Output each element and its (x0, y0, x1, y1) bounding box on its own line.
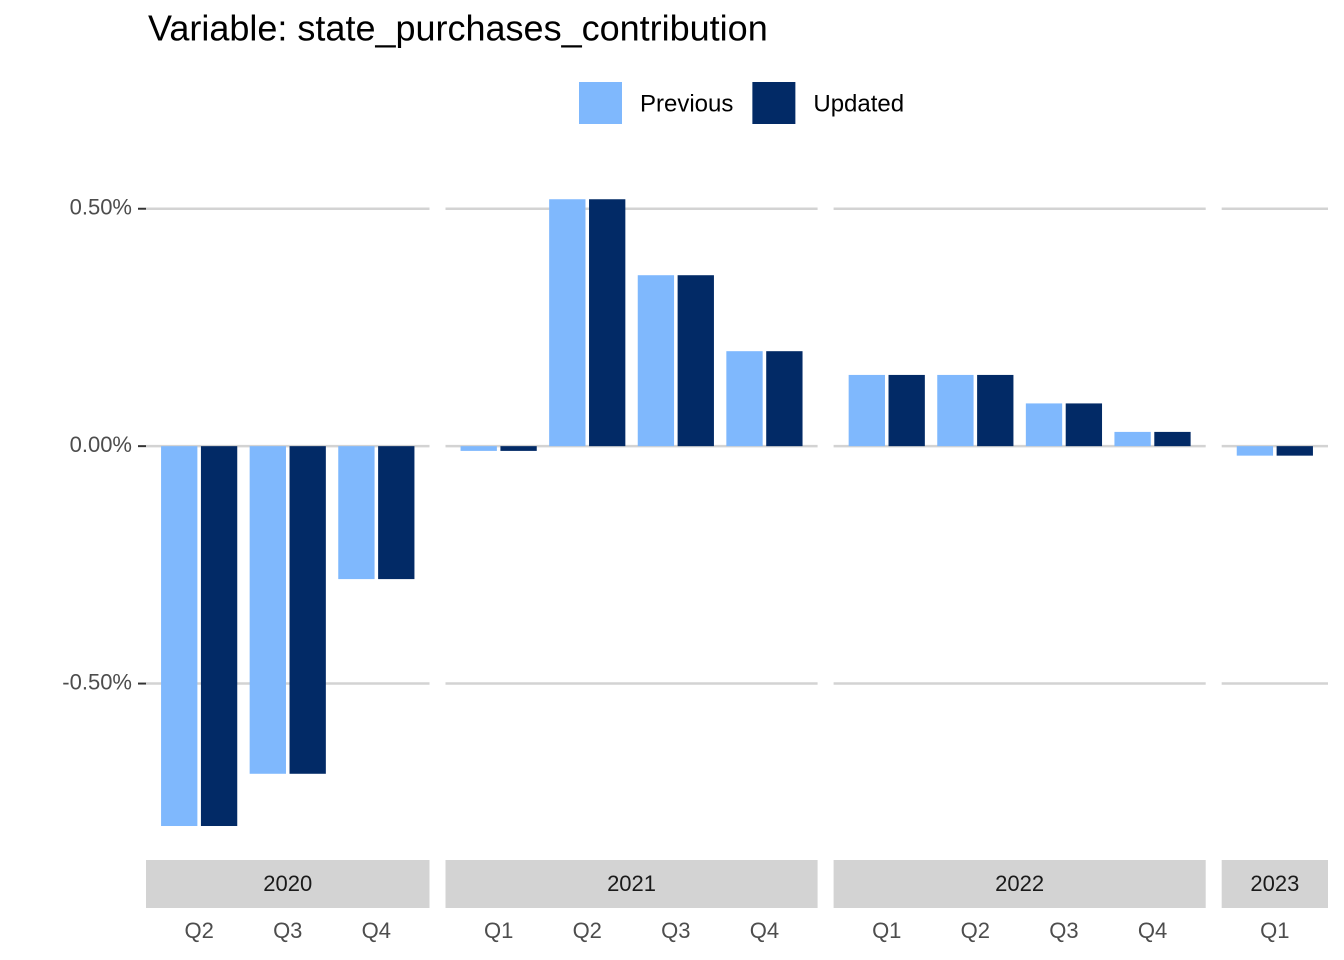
x-tick-label: Q4 (362, 918, 391, 943)
facet-strip (833, 860, 1206, 908)
bar (200, 446, 238, 827)
bar (977, 374, 1014, 447)
x-tick-label: Q1 (1260, 918, 1289, 943)
y-tick-label: 0.50% (70, 195, 132, 220)
x-tick-label: Q4 (1138, 918, 1167, 943)
legend-swatch (752, 82, 796, 124)
facet-strip (1221, 860, 1328, 908)
bar (1065, 403, 1103, 447)
bar (848, 374, 885, 447)
x-tick-label: Q3 (273, 918, 302, 943)
facet-label: 2022 (995, 871, 1044, 896)
bar (937, 374, 974, 447)
x-tick-label: Q2 (184, 918, 213, 943)
facet-label: 2021 (607, 871, 656, 896)
bar (766, 351, 803, 447)
facet-label: 2023 (1250, 871, 1299, 896)
facet-label: 2020 (263, 871, 312, 896)
legend-label: Updated (813, 90, 904, 117)
y-tick-label: -0.50% (62, 669, 132, 694)
bar (1236, 446, 1274, 456)
bar (460, 446, 497, 451)
x-tick-label: Q1 (872, 918, 901, 943)
x-tick-label: Q4 (750, 918, 779, 943)
bar (338, 446, 375, 580)
facet-strip (146, 860, 430, 908)
bar (589, 199, 626, 447)
chart-title: Variable: state_purchases_contribution (148, 8, 768, 49)
x-tick-label: Q1 (484, 918, 513, 943)
bar (549, 199, 586, 447)
facet-strip (445, 860, 818, 908)
bar (637, 275, 675, 447)
bar (1025, 403, 1063, 447)
bar (1154, 431, 1191, 447)
x-tick-label: Q3 (1049, 918, 1078, 943)
bar (161, 446, 198, 827)
bar (500, 446, 537, 451)
bar (289, 446, 326, 774)
legend-swatch (579, 82, 622, 124)
bar (1276, 446, 1313, 456)
x-tick-label: Q2 (961, 918, 990, 943)
bar (249, 446, 286, 774)
y-tick-label: 0.00% (70, 432, 132, 457)
x-tick-label: Q3 (661, 918, 690, 943)
bar (726, 351, 763, 447)
bar (888, 374, 925, 447)
bar (1114, 431, 1151, 447)
bar (677, 275, 714, 447)
bar (378, 446, 415, 580)
x-tick-label: Q2 (573, 918, 602, 943)
legend-label: Previous (640, 90, 733, 117)
